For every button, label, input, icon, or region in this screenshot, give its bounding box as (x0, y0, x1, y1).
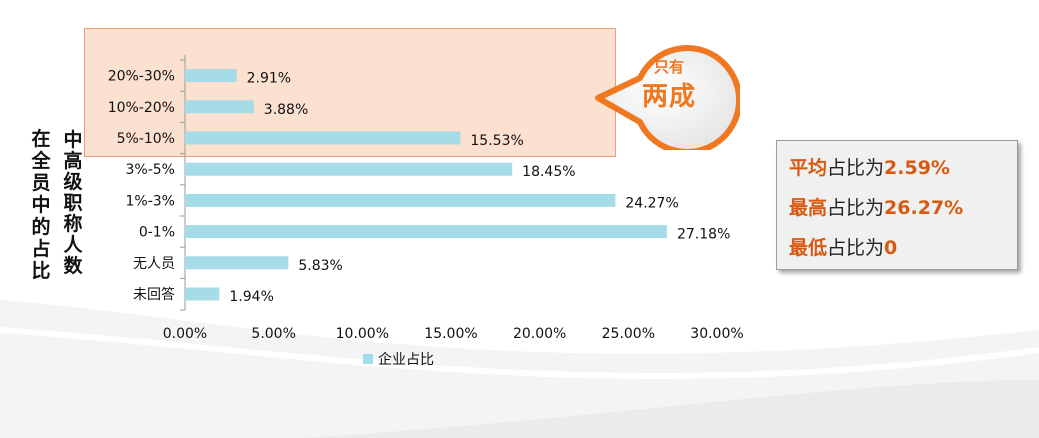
bar (185, 193, 616, 207)
x-tick-label: 5.00% (251, 326, 295, 342)
stat-max-mid: 占比为 (827, 197, 885, 219)
bar (185, 256, 289, 270)
x-tick-label: 25.00% (602, 326, 655, 342)
y-tick-label: 10%-20% (108, 100, 175, 116)
y-tick-label: 无人员 (133, 256, 175, 272)
x-tick-label: 0.00% (163, 326, 207, 342)
stat-max-key: 最高 (789, 197, 828, 219)
y-axis-label-outer: 在全员中的占比 (31, 128, 51, 282)
stat-min: 最低占比为0 (789, 233, 897, 260)
x-tick-label: 30.00% (690, 326, 743, 342)
data-label: 15.53% (470, 133, 523, 149)
data-label: 27.18% (677, 227, 730, 243)
bar (185, 162, 513, 176)
data-label: 1.94% (229, 289, 273, 305)
y-tick-label: 未回答 (133, 286, 175, 303)
stat-min-key: 最低 (789, 237, 828, 259)
x-tick-label: 20.00% (513, 326, 566, 342)
stats-box: 平均占比为2.59% 最高占比为26.27% 最低占比为0 (776, 140, 1018, 270)
data-label: 5.83% (298, 258, 342, 274)
y-axis-label-inner: 中高级职称人数 (63, 129, 83, 277)
x-tick-label: 10.00% (336, 326, 389, 342)
stat-average: 平均占比为2.59% (789, 153, 950, 180)
stat-average-value: 2.59% (884, 157, 950, 179)
stat-max-value: 26.27% (884, 197, 964, 219)
x-tick-label: 15.00% (424, 326, 477, 342)
y-tick-label: 5%-10% (117, 131, 175, 147)
data-label: 2.91% (247, 71, 291, 87)
y-tick-label: 1%-3% (126, 193, 175, 209)
callout-bubble (595, 45, 740, 150)
data-label: 3.88% (264, 102, 308, 118)
data-label: 24.27% (625, 195, 678, 211)
data-label: 18.45% (522, 164, 575, 180)
stat-max: 最高占比为26.27% (789, 193, 963, 220)
legend-label: 企业占比 (378, 351, 434, 368)
callout-text-line2: 两成 (641, 82, 696, 112)
bar (185, 69, 237, 83)
stat-min-value: 0 (884, 237, 898, 259)
y-tick-label: 3%-5% (126, 162, 175, 178)
callout-text-line1: 只有 (653, 58, 684, 76)
y-tick-label: 0-1% (139, 225, 175, 241)
stat-average-key: 平均 (789, 157, 828, 179)
legend-swatch (363, 354, 373, 364)
bar (185, 100, 254, 114)
stat-average-mid: 占比为 (827, 157, 885, 179)
bar (185, 131, 461, 145)
bar (185, 287, 220, 301)
stat-min-mid: 占比为 (827, 237, 885, 259)
y-tick-label: 20%-30% (108, 69, 175, 85)
bar (185, 225, 667, 239)
